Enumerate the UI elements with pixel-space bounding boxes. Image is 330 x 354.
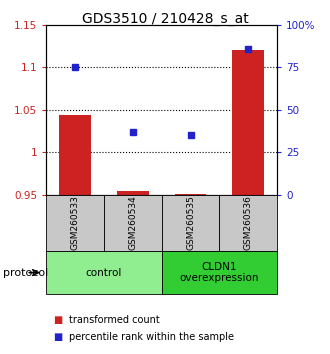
Bar (219, 195, 277, 251)
Bar (46, 251, 162, 294)
Bar (162, 251, 277, 294)
Text: transformed count: transformed count (69, 315, 160, 325)
Text: control: control (86, 268, 122, 278)
Text: ■: ■ (53, 332, 62, 342)
Text: percentile rank within the sample: percentile rank within the sample (69, 332, 234, 342)
Bar (162, 195, 219, 251)
Text: GSM260536: GSM260536 (244, 195, 253, 251)
Bar (46, 195, 104, 251)
Text: GSM260535: GSM260535 (186, 195, 195, 251)
Text: GDS3510 / 210428_s_at: GDS3510 / 210428_s_at (82, 12, 248, 27)
Text: protocol: protocol (3, 268, 49, 278)
Bar (117, 191, 149, 195)
Bar (59, 115, 91, 195)
Text: GSM260534: GSM260534 (128, 196, 137, 250)
Bar (175, 194, 207, 195)
Bar (104, 195, 162, 251)
Text: ■: ■ (53, 315, 62, 325)
Bar (232, 50, 264, 195)
Text: GSM260533: GSM260533 (71, 195, 80, 251)
Text: CLDN1
overexpression: CLDN1 overexpression (180, 262, 259, 284)
